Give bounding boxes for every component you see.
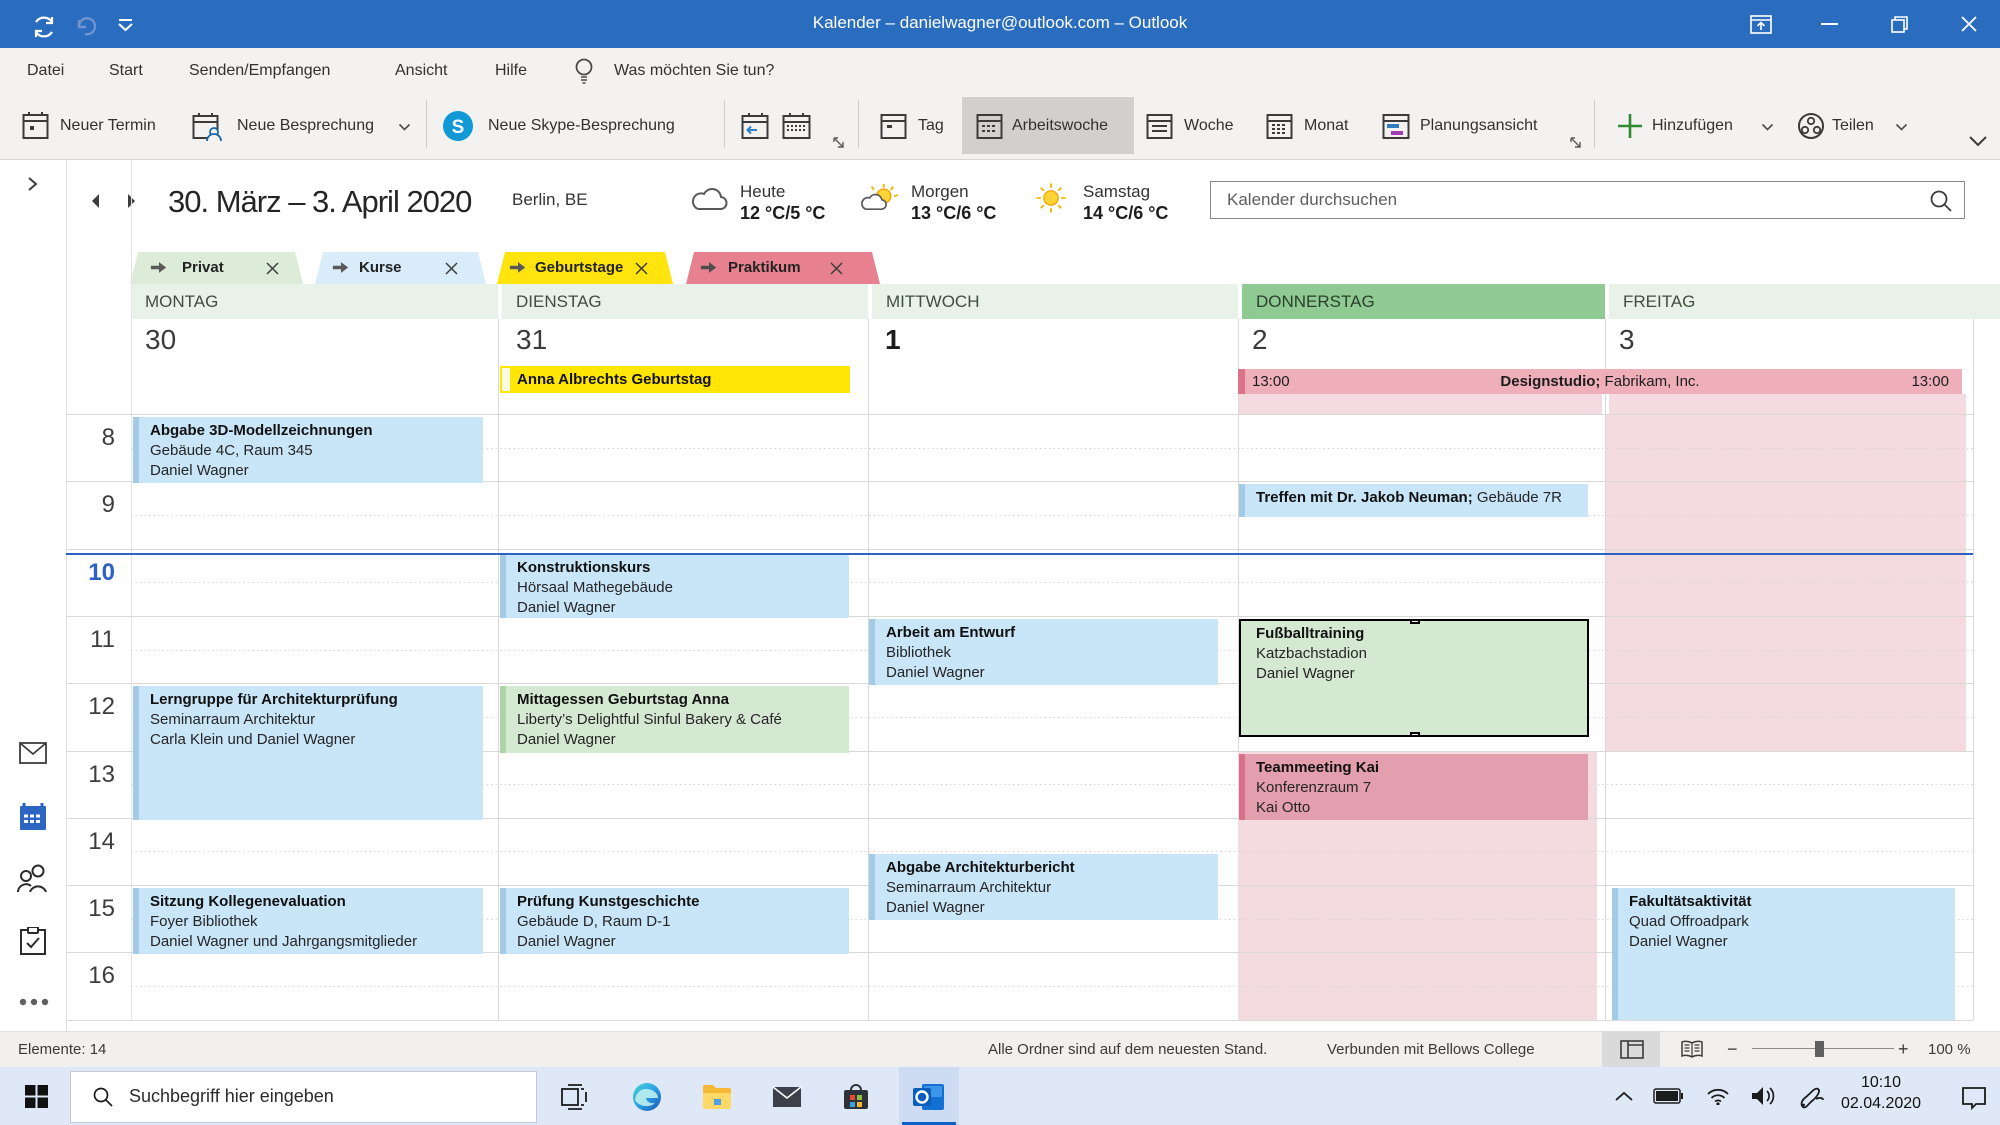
svg-text:S: S [452,117,465,138]
